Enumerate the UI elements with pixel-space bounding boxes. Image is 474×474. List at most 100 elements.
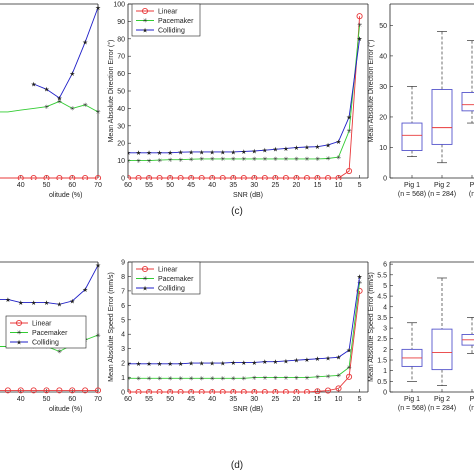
c-mid-linear-marker-linear	[198, 174, 205, 180]
c-mid-pacemaker-marker-pacemaker: ✳	[315, 156, 320, 163]
d-right-box-1-count: (n = 284)	[428, 405, 456, 412]
d-left-legend-marker-pacemaker: ✳	[16, 330, 21, 337]
c-mid-linear-marker-linear	[240, 174, 247, 180]
d-mid-ytick-label: 2	[121, 361, 125, 368]
d-left-linear-marker-linear	[43, 387, 50, 394]
d-right-box-0-label: Pig 1	[404, 396, 420, 403]
d-mid-xlabel: SNR (dB)	[233, 406, 263, 413]
c-right-ylabel: Mean Absolute Direction Error (°)	[367, 40, 375, 143]
d-right-ytick-label: 6	[383, 262, 387, 269]
c-mid-pacemaker-marker-pacemaker: ✳	[136, 158, 141, 165]
d-mid-colliding-marker-colliding: ★	[157, 361, 163, 368]
d-left-legend	[5, 315, 87, 349]
c-mid-legend-label-linear: Linear	[158, 9, 178, 16]
d-right-ytick-label: 2	[383, 347, 387, 354]
d-mid-ytick-label: 9	[121, 260, 125, 267]
d-left-pacemaker-marker-pacemaker: ✳	[57, 349, 62, 356]
d-mid-colliding-marker-colliding: ★	[315, 356, 321, 363]
d-left-colliding-marker-colliding: ★	[31, 300, 37, 307]
c-left-linear-marker-linear	[43, 174, 50, 180]
d-mid-pacemaker-marker-pacemaker: ✳	[178, 375, 183, 382]
c-mid-ytick-label: 20	[117, 141, 125, 148]
d-mid-pacemaker-marker-pacemaker: ✳	[294, 375, 299, 382]
c-mid-colliding-marker-colliding: ★	[230, 149, 236, 156]
c-mid-xtick-label: 5	[358, 182, 362, 189]
d-mid-colliding-marker-colliding: ★	[230, 360, 236, 367]
c-mid-linear-marker-linear	[335, 174, 342, 180]
d-mid-linear-marker-linear	[356, 287, 363, 294]
c-mid-series-group: ✳ ✳ ✳ ✳ ✳ ✳ ✳ ✳ ✳ ✳ ✳ ✳ ✳ ✳ ✳ ✳ ✳ ✳ ✳ ✳ ✳✳✳★ ★ ★ ★ ★ ★ ★ ★ ★ ★ ★ ★ ★ ★ ★ ★ ★…	[128, 13, 363, 180]
c-mid-linear-marker-linear	[230, 174, 237, 180]
d-left-legend-label-colliding: Colliding	[32, 340, 59, 347]
d-mid-linear-marker-linear	[167, 388, 174, 394]
c-mid-xtick-label: 20	[293, 182, 301, 189]
d-mid-pacemaker-marker-pacemaker: ✳	[273, 375, 278, 382]
d-mid-linear-marker-linear	[230, 388, 237, 394]
d-right-ytick-label: 1.5	[377, 358, 387, 365]
c-left-colliding-marker-colliding: ★	[44, 87, 50, 94]
c-right-ytick-label: 10	[379, 145, 387, 152]
d-mid-pacemaker-marker-pacemaker: ✳	[231, 375, 236, 382]
d-right-ytick-label: 4.5	[377, 294, 387, 301]
d-right-ytick-label: 0	[383, 390, 387, 397]
d-right-box-1-iqr	[431, 328, 453, 371]
d-mid-colliding-marker-colliding: ★	[251, 360, 257, 367]
d-left-linear-marker-linear	[69, 387, 76, 394]
c-mid-linear-marker-linear	[128, 174, 132, 180]
d-left-legend-label-linear: Linear	[32, 321, 52, 328]
c-mid-linear-marker-linear	[219, 174, 226, 180]
c-mid-linear-marker-linear	[209, 174, 216, 180]
d-right-ytick-label: 0.5	[377, 379, 387, 386]
d-mid-colliding-marker-colliding: ★	[167, 361, 173, 368]
c-mid-linear-marker-linear	[324, 174, 332, 180]
c-right-ytick-label: 50	[379, 23, 387, 30]
c-mid-linear-marker-linear	[135, 174, 142, 180]
c-left-colliding-marker-colliding: ★	[56, 95, 62, 102]
d-mid-ytick-label: 4	[121, 332, 125, 339]
d-mid-ytick-label: 5	[121, 317, 125, 324]
d-mid-pacemaker-marker-pacemaker: ✳	[189, 375, 194, 382]
d-left-pacemaker-marker-pacemaker: ✳	[95, 332, 100, 339]
d-right-ytick-label: 5.5	[377, 272, 387, 279]
d-mid-ytick-label: 7	[121, 288, 125, 295]
c-right-box-0-count: (n = 568)	[398, 191, 426, 198]
c-right-box-0-iqr	[401, 122, 423, 151]
c-left-colliding-marker-colliding: ★	[82, 40, 88, 47]
d-mid-xtick-label: 45	[187, 396, 195, 403]
d-mid-pacemaker-marker-pacemaker: ✳	[262, 375, 267, 382]
c-mid-colliding-marker-colliding: ★	[357, 36, 363, 43]
d-mid-pacemaker-marker-pacemaker: ✳	[283, 375, 288, 382]
d-mid-colliding-marker-colliding: ★	[304, 357, 310, 364]
c-mid-ytick-label: 10	[117, 158, 125, 165]
d-mid-pacemaker-marker-pacemaker: ✳	[241, 375, 246, 382]
d-mid-xtick-label: 55	[145, 396, 153, 403]
d-mid-pacemaker-marker-pacemaker: ✳	[304, 375, 309, 382]
d-mid-pacemaker-marker-pacemaker: ✳	[347, 365, 352, 372]
d-mid-linear-marker-linear	[128, 388, 132, 394]
c-mid-xtick-label: 50	[166, 182, 174, 189]
d-mid-pacemaker-marker-pacemaker: ✳	[147, 375, 152, 382]
c-left-linear-marker-linear	[94, 174, 102, 180]
c-left-colliding-marker-colliding: ★	[95, 5, 101, 12]
c-mid-linear-marker-linear	[346, 167, 353, 175]
c-mid-pacemaker-marker-pacemaker: ✳	[325, 156, 330, 163]
c-right-ytick-label: 30	[379, 84, 387, 91]
d-mid-pacemaker-marker-pacemaker: ✳	[252, 375, 257, 382]
d-right-ytick-label: 3	[383, 326, 387, 333]
d-mid-legend-marker-linear	[141, 265, 149, 273]
c-mid-xlabel: SNR (dB)	[233, 192, 263, 199]
c-mid-xtick-label: 40	[208, 182, 216, 189]
d-mid-xtick-label: 25	[271, 396, 279, 403]
d-mid-pacemaker-marker-pacemaker: ✳	[325, 373, 330, 380]
c-mid-legend-marker-linear	[141, 7, 149, 15]
c-left-pacemaker-marker-pacemaker: ✳	[44, 104, 49, 111]
d-mid-series-pacemaker	[128, 282, 361, 379]
c-left-xtick-label: 40	[17, 182, 25, 189]
d-mid-xtick-label: 60	[124, 396, 132, 403]
c-mid-linear-marker-linear	[272, 174, 279, 180]
c-mid-ytick-label: 30	[117, 123, 125, 130]
d-mid-linear-marker-linear	[314, 388, 321, 394]
d-left-colliding-marker-colliding: ★	[69, 298, 75, 305]
